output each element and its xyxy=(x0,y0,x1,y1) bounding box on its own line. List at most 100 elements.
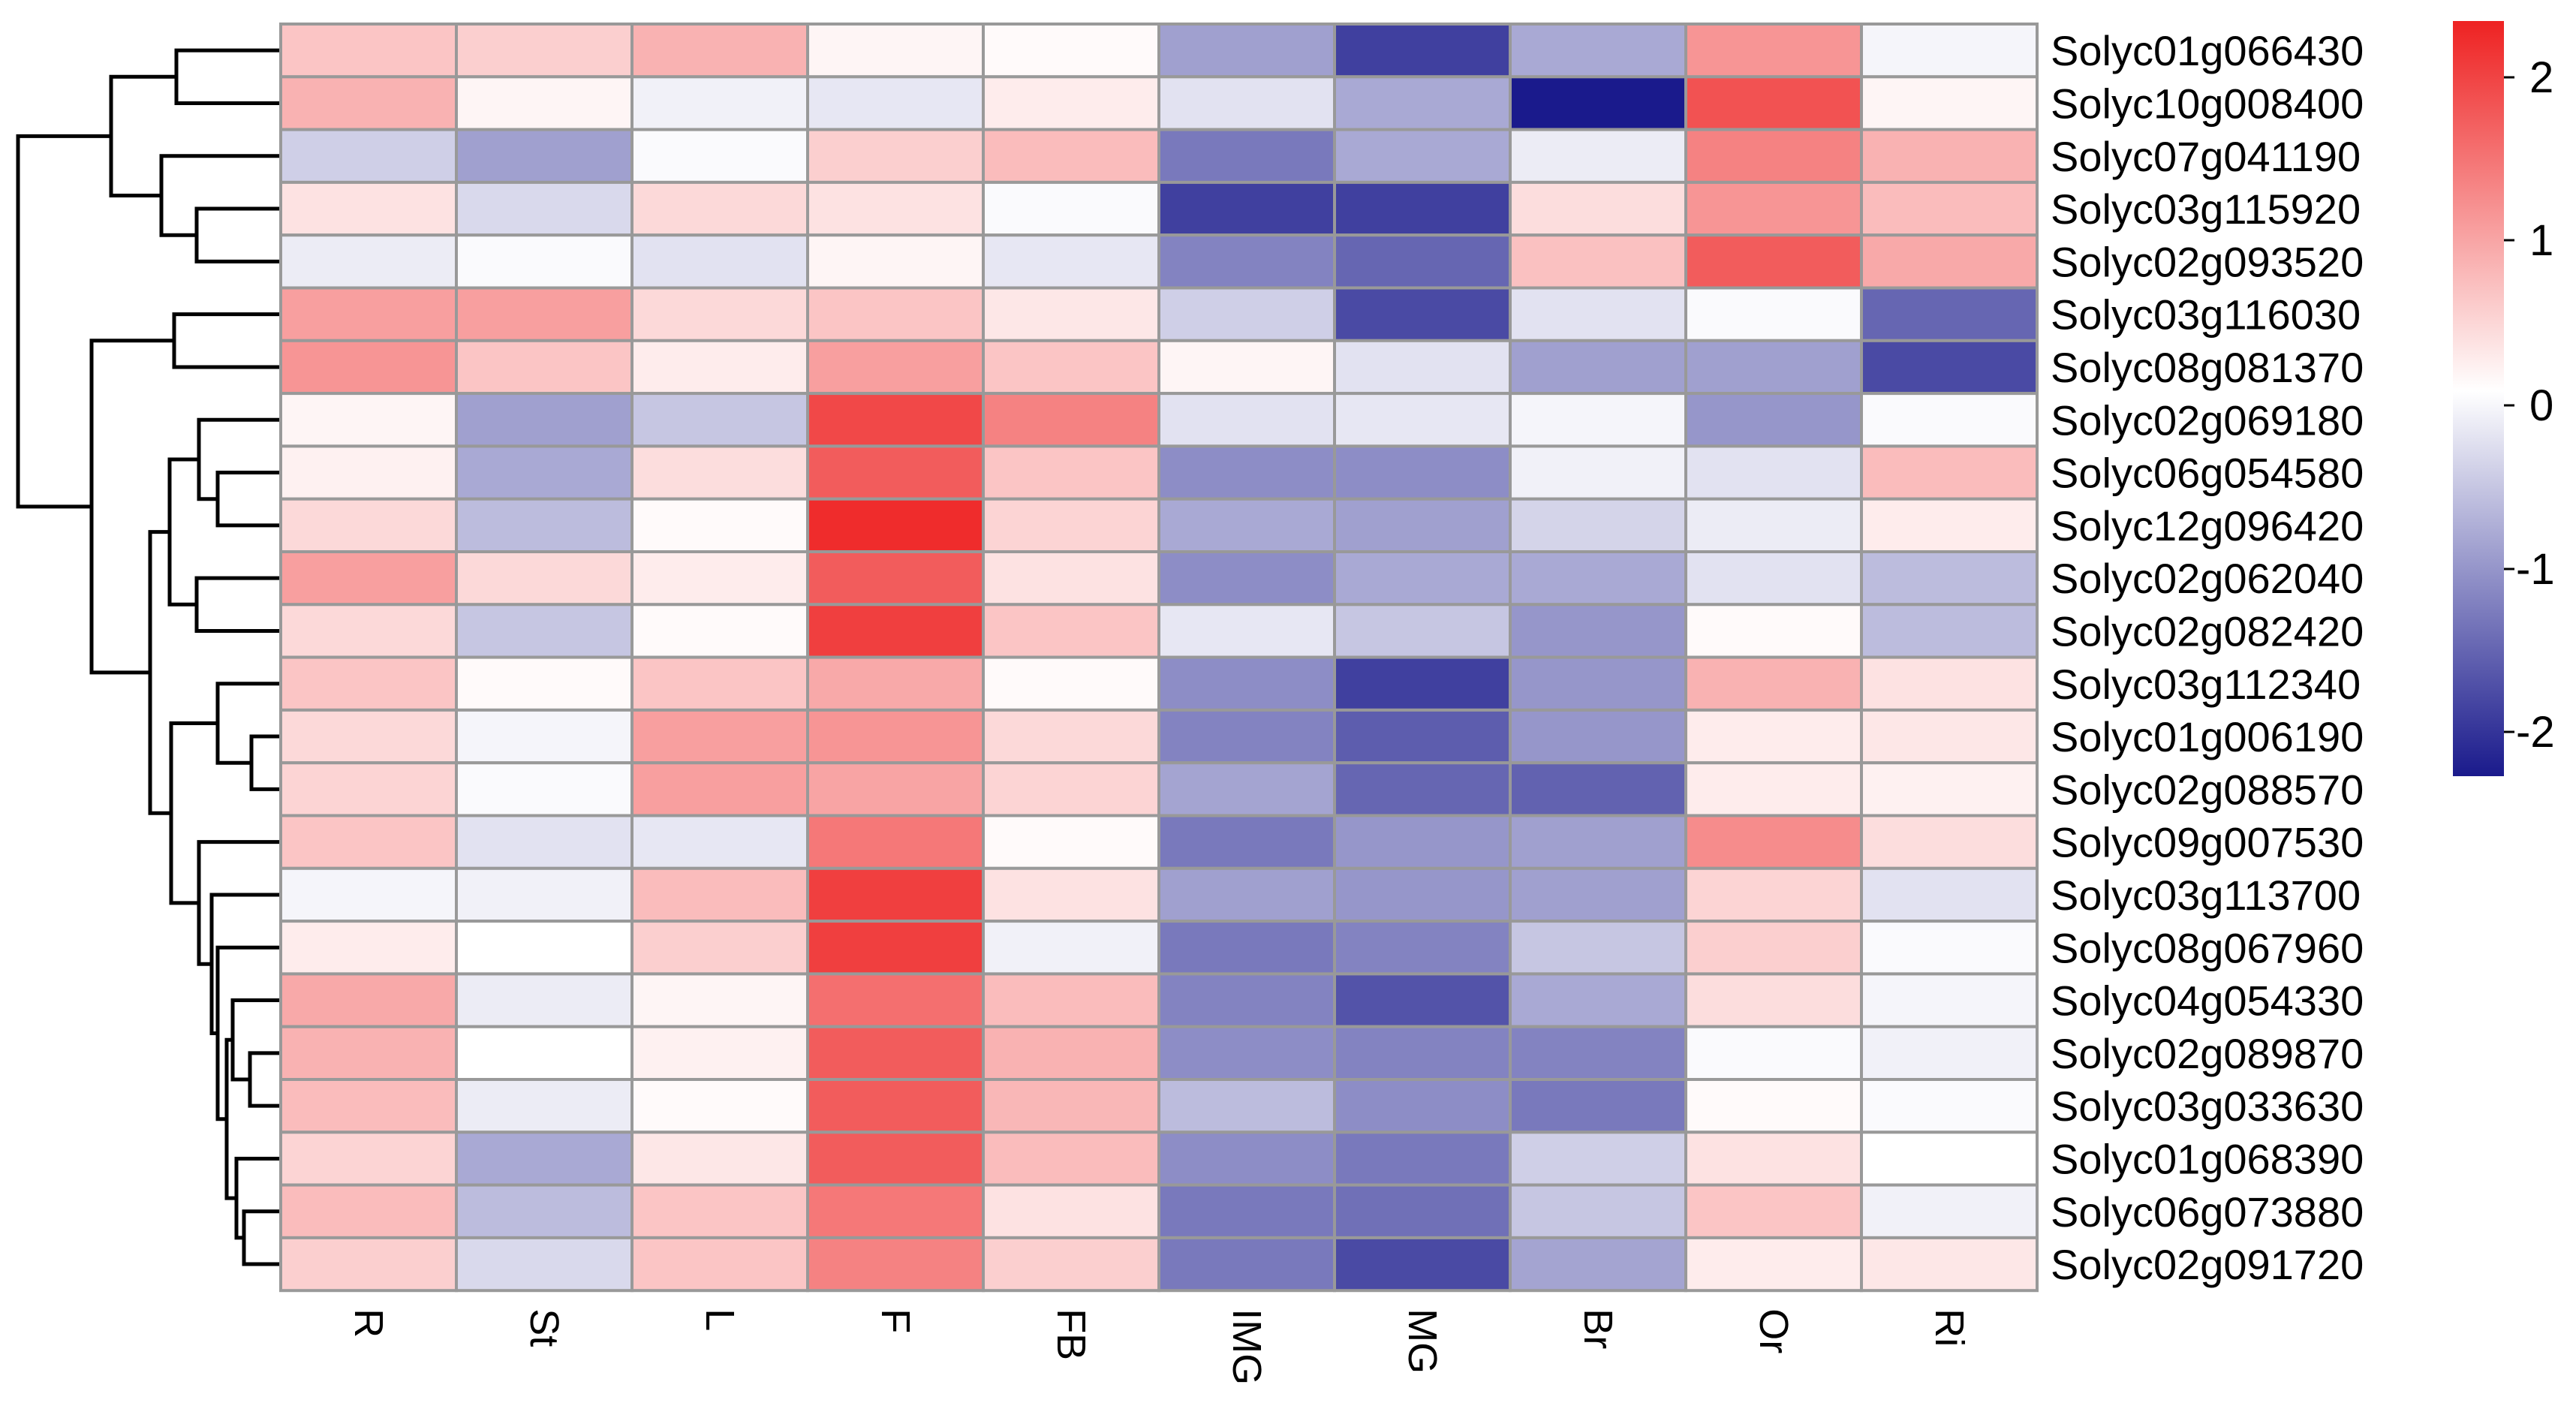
heatmap-cell xyxy=(279,339,458,396)
heatmap-cell xyxy=(1860,339,2039,396)
heatmap-cell xyxy=(455,920,633,976)
heatmap-cell xyxy=(455,1025,633,1081)
heatmap-cell xyxy=(1860,23,2039,79)
heatmap-cell xyxy=(455,866,633,923)
heatmap-cell xyxy=(455,286,633,342)
row-label: Solyc03g033630 xyxy=(2051,1082,2364,1130)
row-label: Solyc03g113700 xyxy=(2051,872,2361,919)
heatmap-cell xyxy=(982,1025,1160,1081)
heatmap-cell xyxy=(1684,972,1863,1028)
row-label: Solyc06g054580 xyxy=(2051,450,2364,497)
heatmap-cell xyxy=(279,1130,458,1187)
heatmap-cell xyxy=(982,339,1160,396)
heatmap-cell xyxy=(806,603,985,659)
heatmap-cell xyxy=(1333,392,1512,448)
heatmap-cell xyxy=(630,761,809,817)
heatmap-cell xyxy=(1509,866,1687,923)
heatmap-cell xyxy=(279,603,458,659)
heatmap-cell xyxy=(806,180,985,237)
heatmap-cell xyxy=(630,814,809,870)
heatmap-cell xyxy=(1509,128,1687,184)
dendrogram-link xyxy=(174,48,279,105)
heatmap-cell xyxy=(1860,1130,2039,1187)
heatmap-cell xyxy=(279,497,458,554)
heatmap-cell xyxy=(1157,128,1336,184)
heatmap-cell xyxy=(1157,1183,1336,1239)
heatmap-cell xyxy=(630,1078,809,1134)
heatmap-cell xyxy=(982,550,1160,607)
row-label: Solyc01g006190 xyxy=(2051,713,2364,760)
heatmap-cell xyxy=(455,23,633,79)
heatmap-cell xyxy=(1509,708,1687,765)
heatmap-cell xyxy=(806,708,985,765)
heatmap-cell xyxy=(279,75,458,131)
row-label: Solyc04g054330 xyxy=(2051,977,2364,1025)
heatmap-cell xyxy=(1333,497,1512,554)
row-label: Solyc01g066430 xyxy=(2051,27,2364,74)
dendrogram-link xyxy=(167,457,199,607)
heatmap-cell xyxy=(279,814,458,870)
heatmap-cell xyxy=(455,392,633,448)
heatmap-cell xyxy=(1860,128,2039,184)
heatmap-cell xyxy=(1509,286,1687,342)
column-label: Ri xyxy=(1927,1308,1972,1347)
heatmap-cell xyxy=(1684,1025,1863,1081)
heatmap-cell xyxy=(1860,1183,2039,1239)
row-dendrogram xyxy=(16,48,279,1266)
heatmap-cell xyxy=(1157,180,1336,237)
dendrogram-link xyxy=(194,576,279,633)
heatmap-cell xyxy=(1684,75,1863,131)
heatmap-cell xyxy=(1333,655,1512,712)
heatmap-cell xyxy=(1509,603,1687,659)
heatmap-cell xyxy=(806,550,985,607)
row-label: Solyc06g073880 xyxy=(2051,1188,2364,1236)
heatmap-cell xyxy=(1157,920,1336,976)
heatmap-cell xyxy=(1509,761,1687,817)
heatmap-cell xyxy=(1333,1130,1512,1187)
heatmap-cell xyxy=(982,972,1160,1028)
dendrogram-link xyxy=(230,998,279,1082)
heatmap-cell xyxy=(279,550,458,607)
heatmap-cell xyxy=(1157,708,1336,765)
heatmap-cell xyxy=(1509,920,1687,976)
heatmap-cell xyxy=(630,708,809,765)
heatmap-cell xyxy=(455,497,633,554)
color-legend: 2 1 0 -1 -2 xyxy=(2453,21,2555,776)
heatmap-cell xyxy=(1509,972,1687,1028)
heatmap-cell xyxy=(806,920,985,976)
row-label: Solyc02g091720 xyxy=(2051,1241,2364,1288)
legend-tick-1: 1 xyxy=(2529,216,2553,265)
heatmap-cell xyxy=(982,75,1160,131)
heatmap-cell xyxy=(1684,497,1863,554)
heatmap-cell xyxy=(630,180,809,237)
row-labels: Solyc01g066430 Solyc10g008400 Solyc07g0411… xyxy=(2051,27,2364,1288)
heatmap-cell xyxy=(1684,550,1863,607)
heatmap-cell xyxy=(982,23,1160,79)
heatmap-cell xyxy=(1333,1236,1512,1293)
heatmap-cell xyxy=(455,1130,633,1187)
heatmap-cell xyxy=(1684,180,1863,237)
heatmap-cell xyxy=(1684,866,1863,923)
heatmap-cell xyxy=(1509,550,1687,607)
legend-colorbar xyxy=(2453,21,2504,776)
dendrogram-link xyxy=(249,734,279,791)
heatmap-cell xyxy=(1157,1130,1336,1187)
row-label: Solyc02g062040 xyxy=(2051,555,2364,602)
heatmap-cell xyxy=(1157,339,1336,396)
heatmap-cell xyxy=(455,655,633,712)
heatmap-cell xyxy=(1333,75,1512,131)
heatmap-cell xyxy=(806,866,985,923)
heatmap-cell xyxy=(455,603,633,659)
heatmap-cell xyxy=(982,603,1160,659)
heatmap-cell xyxy=(279,761,458,817)
heatmap-cell xyxy=(1333,1078,1512,1134)
heatmap-cell xyxy=(1333,23,1512,79)
heatmap-cell xyxy=(982,920,1160,976)
heatmap-cell xyxy=(630,1025,809,1081)
heatmap-cell xyxy=(1684,1183,1863,1239)
row-label: Solyc02g089870 xyxy=(2051,1030,2364,1077)
heatmap-cell xyxy=(1333,920,1512,976)
heatmap-cell xyxy=(630,392,809,448)
heatmap-cell xyxy=(455,233,633,290)
heatmap-cell xyxy=(1509,655,1687,712)
